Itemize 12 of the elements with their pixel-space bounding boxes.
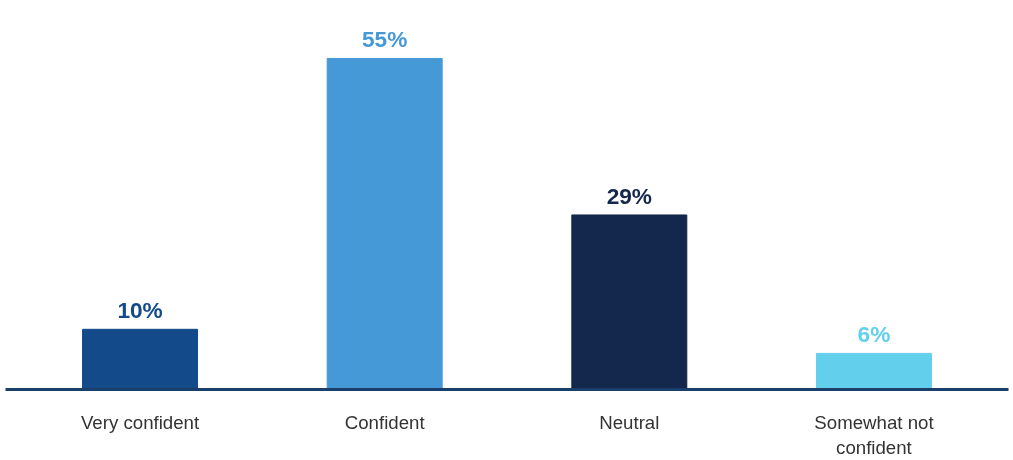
bar [815,352,932,390]
bar [326,57,443,390]
bar [82,328,199,390]
data-label: 6% [857,321,891,348]
data-label: 29% [606,182,652,209]
bar [571,214,688,390]
x-tick-label: Somewhat not confident [814,411,935,458]
data-label: 55% [362,26,408,53]
data-label: 10% [117,297,163,324]
x-tick-label: Neutral [599,411,660,433]
x-tick-label: Very confident [80,411,200,433]
x-tick-label: Confident [344,411,426,433]
